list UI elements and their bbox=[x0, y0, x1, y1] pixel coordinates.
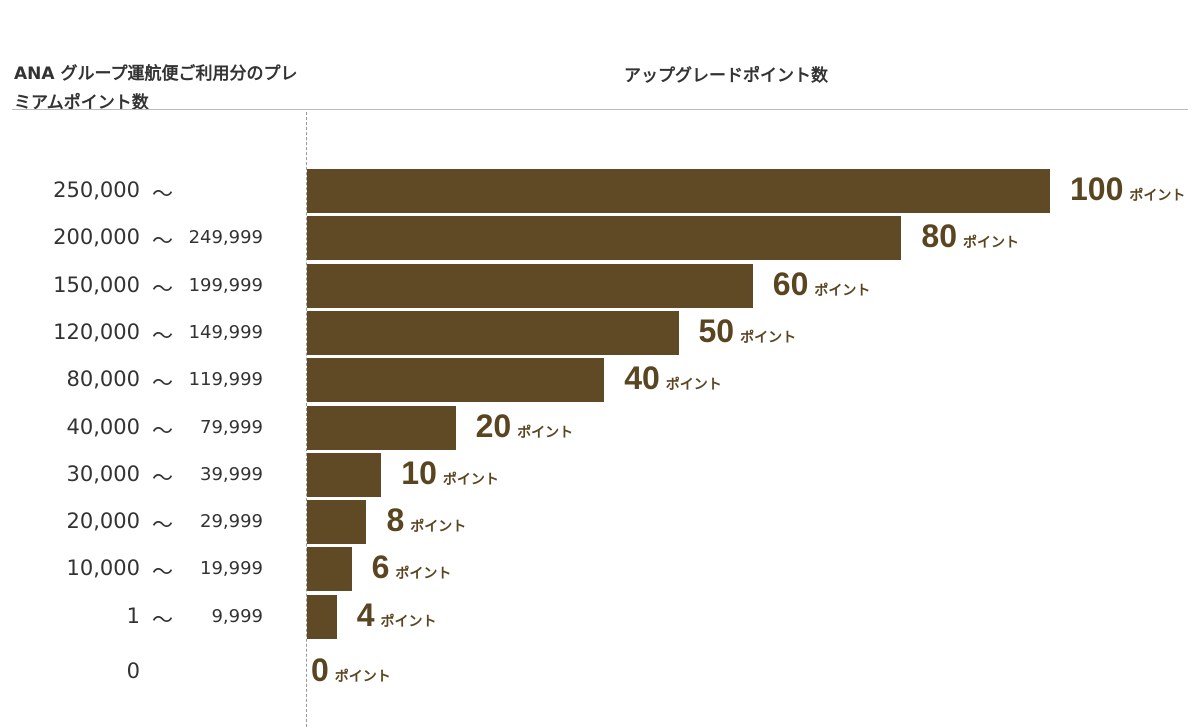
data-label-value: 80 bbox=[921, 218, 957, 255]
bar bbox=[307, 263, 753, 308]
data-label-value: 6 bbox=[371, 549, 390, 586]
header-divider bbox=[12, 109, 1188, 110]
category-label-from: 120,000 bbox=[53, 319, 140, 344]
data-label-unit: ポイント bbox=[1129, 188, 1186, 204]
data-label: 4 ポイント bbox=[357, 597, 437, 634]
data-label-value: 100 bbox=[1070, 171, 1124, 207]
data-label-value: 10 bbox=[401, 454, 437, 491]
category-label-from: 20,000 bbox=[66, 509, 140, 534]
category-label-from: 1 bbox=[126, 603, 140, 628]
range-separator: 〜 bbox=[152, 607, 173, 632]
bar bbox=[307, 310, 679, 355]
category-label-from: 0 bbox=[126, 659, 140, 683]
bar bbox=[307, 216, 902, 261]
range-separator: 〜 bbox=[152, 276, 173, 301]
bar bbox=[307, 547, 352, 592]
data-label-value: 60 bbox=[772, 265, 809, 302]
category-label-from: 10,000 bbox=[66, 556, 140, 581]
bar bbox=[307, 358, 605, 403]
data-label-unit: ポイント bbox=[395, 566, 452, 583]
category-label-to: 19,999 bbox=[200, 558, 263, 580]
category-label-from: 30,000 bbox=[66, 461, 140, 486]
data-label-unit: ポイント bbox=[410, 519, 467, 536]
data-label-value: 20 bbox=[475, 407, 512, 444]
range-separator: 〜 bbox=[152, 182, 173, 206]
category-label-from: 200,000 bbox=[53, 225, 140, 250]
range-separator: 〜 bbox=[152, 465, 173, 490]
data-label-unit: ポイント bbox=[814, 282, 871, 299]
bar bbox=[307, 500, 367, 545]
data-label: 20 ポイント bbox=[476, 408, 574, 445]
data-label-value: 0 bbox=[311, 652, 329, 688]
bar bbox=[307, 169, 1050, 213]
data-label-unit: ポイント bbox=[334, 669, 391, 685]
baseline-axis bbox=[306, 112, 307, 727]
data-label: 8 ポイント bbox=[386, 502, 466, 539]
data-label: 40 ポイント bbox=[624, 360, 722, 397]
data-label-unit: ポイント bbox=[962, 235, 1019, 252]
bar bbox=[307, 594, 337, 639]
category-label-to: 79,999 bbox=[200, 416, 263, 438]
data-label-value: 8 bbox=[386, 502, 405, 539]
data-label-value: 50 bbox=[698, 312, 735, 349]
data-label-unit: ポイント bbox=[665, 377, 722, 394]
data-label-value: 4 bbox=[356, 596, 375, 633]
range-separator: 〜 bbox=[152, 418, 173, 443]
data-label-unit: ポイント bbox=[380, 613, 437, 630]
data-label: 6 ポイント bbox=[372, 549, 452, 586]
data-label: 50 ポイント bbox=[699, 313, 797, 350]
data-label: 80 ポイント bbox=[921, 218, 1019, 255]
x-axis-title: アップグレードポイント数 bbox=[624, 66, 828, 86]
category-label-to: 39,999 bbox=[200, 463, 263, 485]
range-separator: 〜 bbox=[152, 513, 173, 538]
y-axis-title: ANA グループ運航便ご利用分のプレミアムポイント数 bbox=[14, 64, 298, 113]
category-label-from: 150,000 bbox=[53, 272, 140, 297]
category-label-to: 119,999 bbox=[188, 369, 263, 391]
category-label-from: 250,000 bbox=[53, 178, 140, 202]
bar bbox=[307, 405, 456, 450]
data-label: 10 ポイント bbox=[401, 455, 499, 492]
category-label-from: 80,000 bbox=[66, 367, 140, 392]
category-label-to: 149,999 bbox=[188, 321, 263, 343]
range-separator: 〜 bbox=[152, 560, 173, 585]
category-label-to: 249,999 bbox=[188, 227, 263, 249]
data-label: 0 ポイント bbox=[311, 652, 391, 689]
data-label-unit: ポイント bbox=[442, 471, 499, 488]
data-label-unit: ポイント bbox=[740, 329, 797, 346]
category-label-to: 9,999 bbox=[211, 605, 263, 627]
data-label: 60 ポイント bbox=[773, 266, 871, 303]
data-label: 100 ポイント bbox=[1070, 171, 1185, 208]
data-label-unit: ポイント bbox=[517, 424, 574, 441]
range-separator: 〜 bbox=[152, 323, 173, 348]
range-separator: 〜 bbox=[152, 229, 173, 254]
category-label-to: 29,999 bbox=[200, 511, 263, 533]
bar bbox=[307, 452, 382, 497]
category-label-to: 199,999 bbox=[188, 274, 263, 296]
range-separator: 〜 bbox=[152, 371, 173, 396]
data-label-value: 40 bbox=[624, 360, 660, 397]
category-label-from: 40,000 bbox=[66, 414, 140, 439]
